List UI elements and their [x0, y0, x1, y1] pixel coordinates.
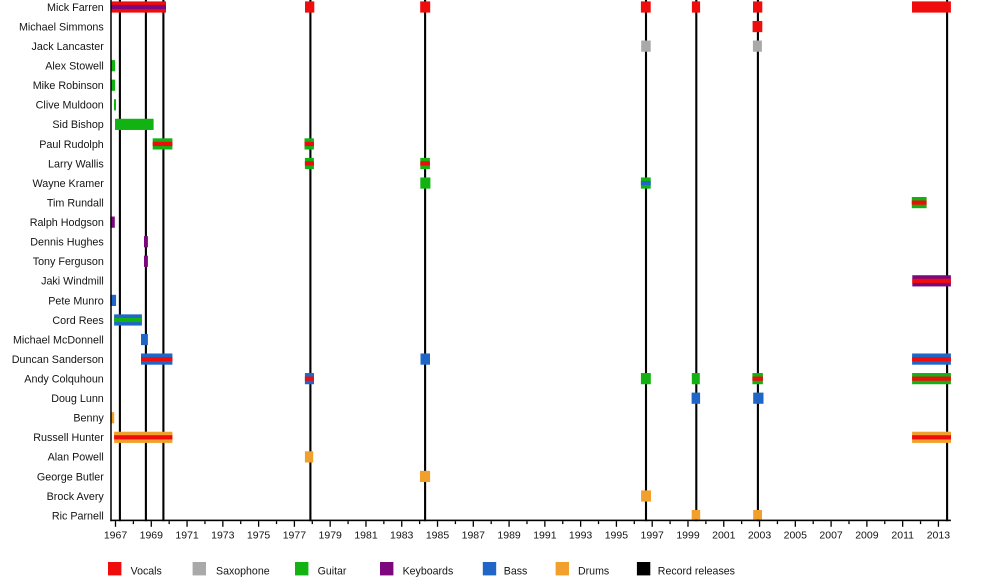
svg-text:1981: 1981 — [354, 530, 378, 542]
svg-text:1979: 1979 — [319, 530, 343, 542]
svg-text:Keyboards: Keyboards — [403, 566, 454, 578]
svg-text:Saxophone: Saxophone — [216, 566, 270, 578]
svg-text:1967: 1967 — [104, 530, 128, 542]
svg-text:1975: 1975 — [247, 530, 271, 542]
svg-text:George Butler: George Butler — [37, 471, 104, 483]
svg-text:2007: 2007 — [819, 530, 843, 542]
svg-text:1971: 1971 — [175, 530, 199, 542]
svg-text:Doug Lunn: Doug Lunn — [51, 393, 104, 405]
svg-text:1977: 1977 — [283, 530, 307, 542]
svg-text:Record releases: Record releases — [658, 566, 735, 578]
svg-text:Benny: Benny — [73, 413, 104, 425]
svg-text:2009: 2009 — [855, 530, 879, 542]
svg-text:Paul Rudolph: Paul Rudolph — [39, 139, 104, 151]
svg-text:Alan Powell: Alan Powell — [48, 452, 104, 464]
svg-text:Ric Parnell: Ric Parnell — [52, 510, 104, 522]
svg-text:2003: 2003 — [748, 530, 772, 542]
svg-text:Mick Farren: Mick Farren — [47, 2, 104, 14]
svg-text:1991: 1991 — [533, 530, 557, 542]
svg-text:1983: 1983 — [390, 530, 414, 542]
svg-text:Michael McDonnell: Michael McDonnell — [13, 334, 104, 346]
svg-text:1987: 1987 — [462, 530, 486, 542]
svg-text:1989: 1989 — [497, 530, 521, 542]
svg-text:Clive Muldoon: Clive Muldoon — [36, 100, 104, 112]
svg-text:2011: 2011 — [891, 530, 914, 542]
svg-text:1995: 1995 — [605, 530, 629, 542]
svg-text:Sid Bishop: Sid Bishop — [52, 119, 103, 131]
svg-text:Tim Rundall: Tim Rundall — [47, 197, 104, 209]
svg-text:Ralph Hodgson: Ralph Hodgson — [30, 217, 104, 229]
svg-text:2005: 2005 — [784, 530, 808, 542]
svg-text:1985: 1985 — [426, 530, 450, 542]
svg-text:Tony Ferguson: Tony Ferguson — [33, 256, 104, 268]
svg-text:Wayne Kramer: Wayne Kramer — [33, 178, 105, 190]
svg-text:Dennis Hughes: Dennis Hughes — [30, 237, 104, 249]
svg-text:Duncan Sanderson: Duncan Sanderson — [12, 354, 104, 366]
svg-text:1999: 1999 — [676, 530, 700, 542]
svg-text:Guitar: Guitar — [318, 566, 347, 578]
svg-text:Larry Wallis: Larry Wallis — [48, 158, 104, 170]
svg-text:Brock Avery: Brock Avery — [47, 491, 105, 503]
svg-text:2001: 2001 — [712, 530, 736, 542]
svg-text:Russell Hunter: Russell Hunter — [33, 432, 104, 444]
svg-text:Andy Colquhoun: Andy Colquhoun — [24, 373, 104, 385]
svg-text:1969: 1969 — [140, 530, 164, 542]
svg-text:Bass: Bass — [504, 566, 528, 578]
svg-text:Cord Rees: Cord Rees — [52, 315, 103, 327]
svg-text:Michael Simmons: Michael Simmons — [19, 21, 104, 33]
svg-text:Pete Munro: Pete Munro — [48, 295, 104, 307]
svg-text:Mike Robinson: Mike Robinson — [33, 80, 104, 92]
svg-text:Jack Lancaster: Jack Lancaster — [31, 41, 104, 53]
svg-text:1997: 1997 — [641, 530, 665, 542]
svg-text:Vocals: Vocals — [131, 566, 162, 578]
svg-text:2013: 2013 — [927, 530, 951, 542]
svg-text:1973: 1973 — [211, 530, 235, 542]
svg-text:Jaki Windmill: Jaki Windmill — [41, 276, 104, 288]
svg-text:1993: 1993 — [569, 530, 593, 542]
svg-text:Drums: Drums — [578, 566, 609, 578]
svg-text:Alex Stowell: Alex Stowell — [45, 61, 104, 73]
